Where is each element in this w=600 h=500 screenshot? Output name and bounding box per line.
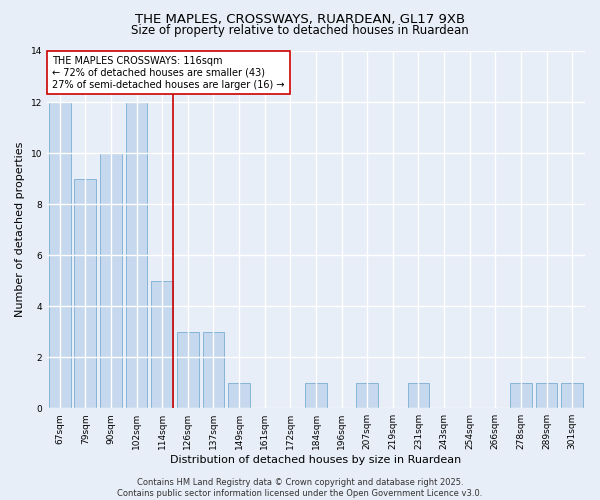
Y-axis label: Number of detached properties: Number of detached properties <box>15 142 25 318</box>
Bar <box>100 153 122 408</box>
Bar <box>356 382 378 408</box>
Bar <box>561 382 583 408</box>
Bar <box>510 382 532 408</box>
Text: THE MAPLES CROSSWAYS: 116sqm
← 72% of detached houses are smaller (43)
27% of se: THE MAPLES CROSSWAYS: 116sqm ← 72% of de… <box>52 56 285 90</box>
Bar <box>126 102 148 408</box>
Text: THE MAPLES, CROSSWAYS, RUARDEAN, GL17 9XB: THE MAPLES, CROSSWAYS, RUARDEAN, GL17 9X… <box>135 12 465 26</box>
Bar <box>407 382 430 408</box>
Bar <box>151 280 173 408</box>
Bar <box>49 102 71 408</box>
Bar <box>177 332 199 408</box>
Bar <box>305 382 327 408</box>
Text: Contains HM Land Registry data © Crown copyright and database right 2025.
Contai: Contains HM Land Registry data © Crown c… <box>118 478 482 498</box>
Bar <box>203 332 224 408</box>
Bar <box>74 178 96 408</box>
X-axis label: Distribution of detached houses by size in Ruardean: Distribution of detached houses by size … <box>170 455 461 465</box>
Bar <box>536 382 557 408</box>
Text: Size of property relative to detached houses in Ruardean: Size of property relative to detached ho… <box>131 24 469 37</box>
Bar <box>228 382 250 408</box>
